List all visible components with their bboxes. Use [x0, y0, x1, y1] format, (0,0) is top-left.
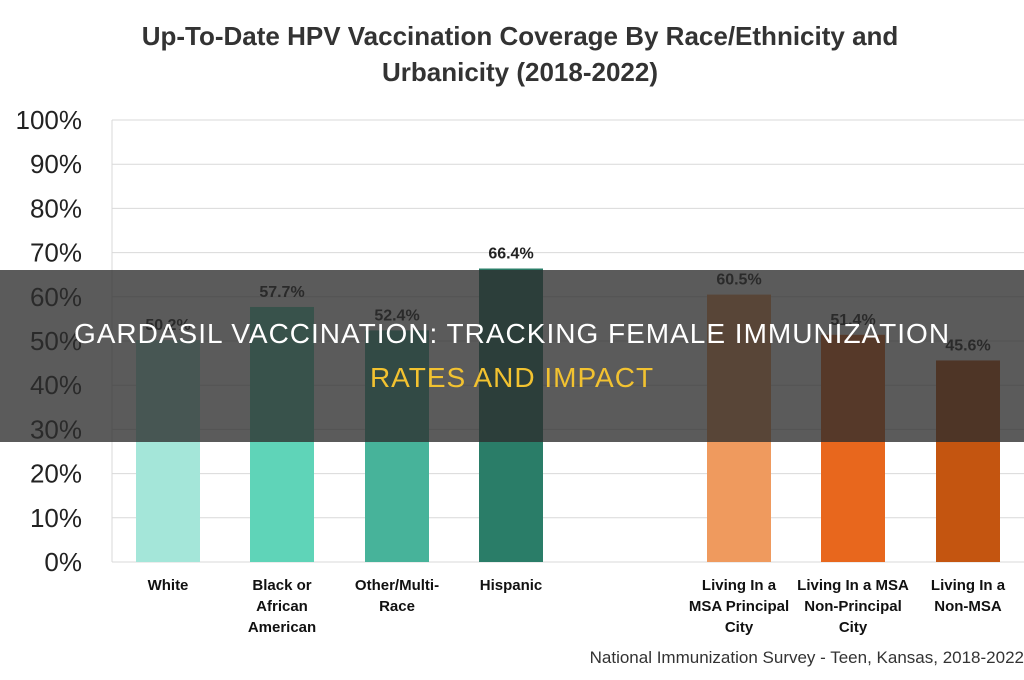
- category-label: African: [256, 598, 308, 615]
- category-label: Black or: [252, 577, 311, 594]
- y-tick-label: 20%: [30, 459, 82, 489]
- category-label: Non-Principal: [804, 598, 902, 615]
- category-label: Non-MSA: [934, 598, 1002, 615]
- banner-title-line-2: Rates And Impact: [369, 362, 655, 393]
- category-label: City: [725, 619, 754, 636]
- chart-title: Up-To-Date HPV Vaccination Coverage By R…: [0, 18, 1024, 90]
- category-label: Hispanic: [480, 577, 543, 594]
- y-tick-label: 10%: [30, 503, 82, 533]
- data-label: 66.4%: [488, 246, 533, 263]
- category-label: Living In a: [931, 577, 1006, 594]
- category-label: Other/Multi-: [355, 577, 439, 594]
- category-label: American: [248, 619, 316, 636]
- chart-title-line-2: Urbanicity (2018-2022): [381, 57, 659, 87]
- y-tick-label: 90%: [30, 149, 82, 179]
- category-label: MSA Principal: [689, 598, 789, 615]
- category-label: Living In a MSA: [797, 577, 909, 594]
- y-tick-label: 0%: [44, 547, 82, 577]
- source-note: National Immunization Survey - Teen, Kan…: [589, 648, 1024, 667]
- category-label: City: [839, 619, 868, 636]
- y-tick-label: 70%: [30, 238, 82, 268]
- y-tick-label: 100%: [16, 105, 83, 135]
- category-label: White: [148, 577, 189, 594]
- category-labels: White Black or African American Other/Multi-…: [148, 577, 1006, 636]
- chart-title-line-1: Up-To-Date HPV Vaccination Coverage By R…: [141, 21, 899, 51]
- y-tick-label: 80%: [30, 193, 82, 223]
- banner-title-line-1: Gardasil Vaccination: Tracking Female Im…: [73, 318, 951, 349]
- category-label: Race: [379, 598, 415, 615]
- category-label: Living In a: [702, 577, 777, 594]
- article-title-banner: Gardasil Vaccination: Tracking Female Im…: [0, 270, 1024, 442]
